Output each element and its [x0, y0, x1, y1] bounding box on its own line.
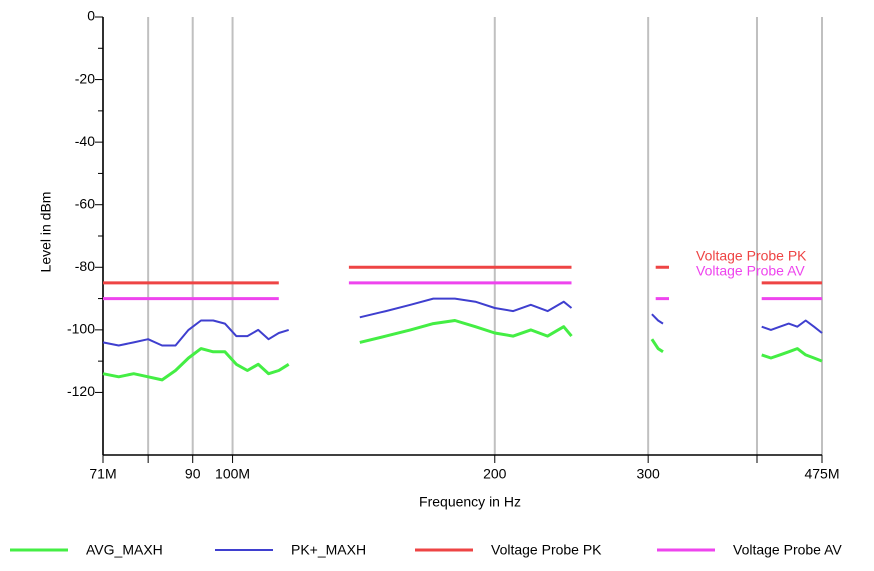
y-tick-label: -60: [75, 195, 95, 211]
series-line: [102, 297, 823, 347]
x-tick-label: 71M: [89, 466, 116, 482]
y-tick-label: -100: [67, 321, 95, 337]
x-tick-label: 475M: [804, 466, 839, 482]
x-tick-label: 100M: [215, 466, 250, 482]
y-tick-label: -20: [75, 70, 95, 86]
legend-label: PK+_MAXH: [291, 542, 366, 558]
series-line: [103, 265, 822, 285]
y-tick-label: 0: [87, 8, 95, 24]
series-line: [103, 281, 822, 301]
y-axis-label: Level in dBm: [38, 192, 54, 273]
y-tick-label: -80: [75, 258, 95, 274]
legend-label: Voltage Probe PK: [491, 542, 602, 558]
annotation: Voltage Probe AV: [696, 263, 805, 279]
x-tick-label: 300: [636, 466, 660, 482]
annotation: Voltage Probe PK: [696, 248, 807, 264]
legend-label: AVG_MAXH: [86, 542, 163, 558]
series-line: [102, 319, 823, 382]
y-tick-label: -120: [67, 383, 95, 399]
x-tick-label: 200: [483, 466, 507, 482]
x-axis-label: Frequency in Hz: [419, 494, 521, 510]
y-tick-label: -40: [75, 133, 95, 149]
x-tick-label: 90: [185, 466, 201, 482]
legend-label: Voltage Probe AV: [733, 542, 842, 558]
